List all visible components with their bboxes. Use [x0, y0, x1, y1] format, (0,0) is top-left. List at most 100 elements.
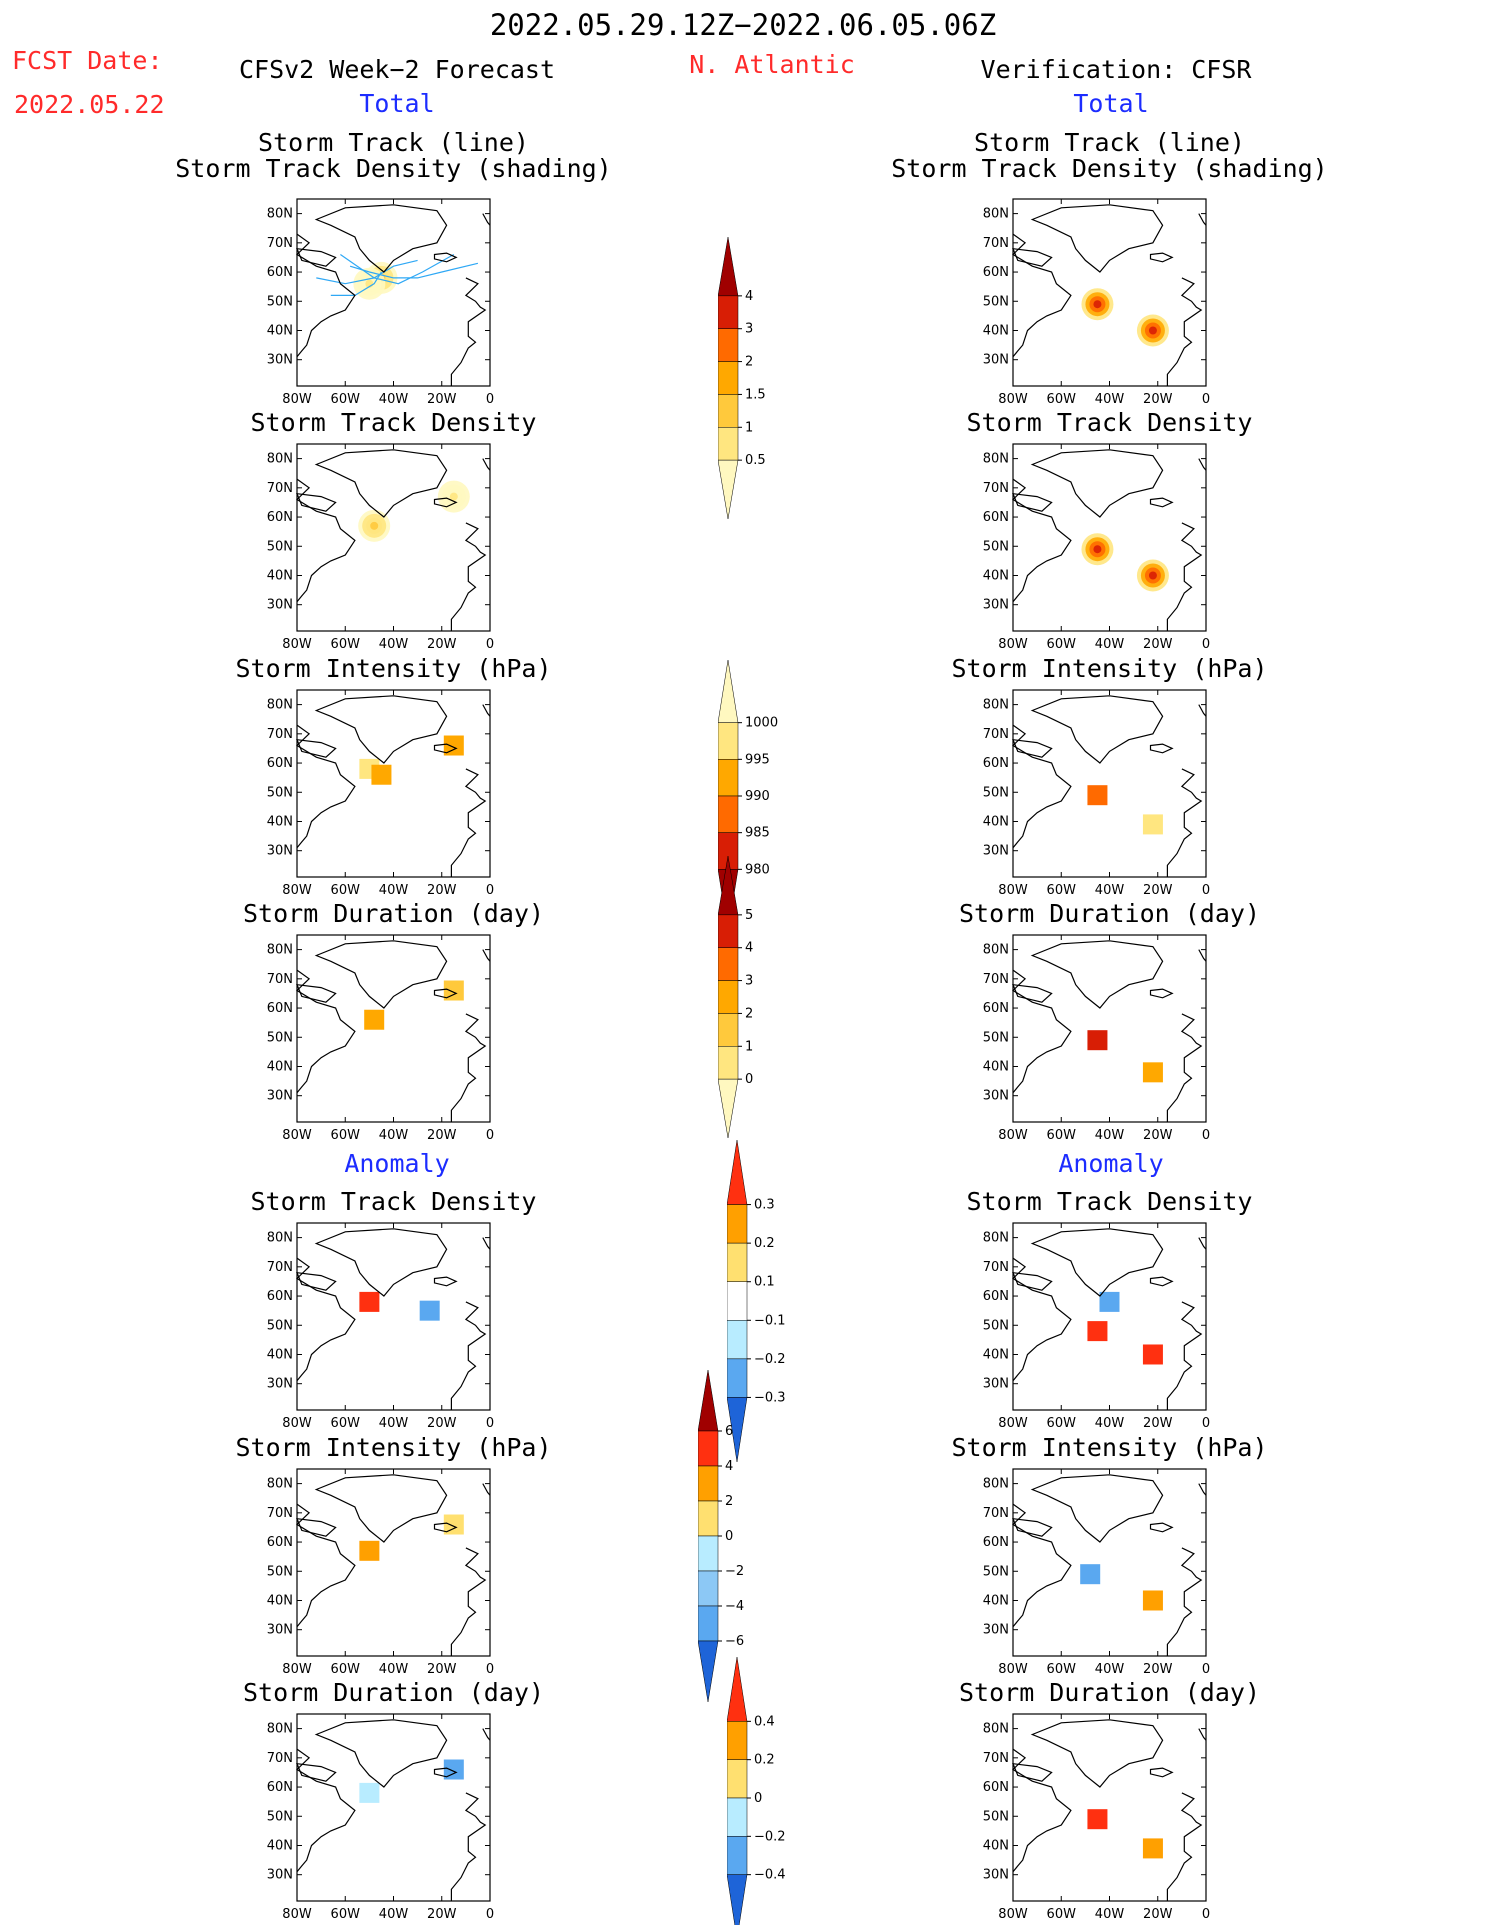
lat-tick-label: 50N	[983, 539, 1009, 554]
density-blob	[1148, 571, 1157, 580]
colorbar-label: 0.1	[754, 1275, 775, 1290]
coastline	[450, 1013, 487, 1122]
panel-title: Storm Intensity (hPa)	[235, 1433, 552, 1462]
lon-tick-label: 60W	[331, 1416, 361, 1431]
coastline	[482, 704, 491, 717]
lat-tick-label: 80N	[983, 1722, 1009, 1737]
lat-tick-label: 30N	[983, 598, 1009, 613]
colorbar-cap	[718, 237, 739, 297]
lat-tick-label: 70N	[267, 1751, 293, 1766]
verification-total-density-panel: 80N 70N 60N 50N 40N 30N 80W 60W 40W 20W 0	[973, 440, 1226, 671]
lon-tick-label: 80W	[998, 1907, 1028, 1922]
forecast-anom-density-panel: 80N 70N 60N 50N 40N 30N 80W 60W 40W 20W 0	[257, 1219, 510, 1450]
lon-tick-label: 20W	[1143, 637, 1173, 652]
colorbar-label: 985	[745, 826, 770, 841]
colorbar-segment	[727, 1281, 748, 1321]
colorbar-segment	[718, 947, 739, 981]
data-layer	[1087, 1030, 1163, 1083]
coastline	[1012, 1503, 1072, 1628]
lon-tick-label: 0	[486, 1416, 494, 1431]
lon-tick-label: 20W	[1143, 883, 1173, 898]
lon-tick-label: 60W	[1047, 392, 1077, 407]
colorbar-segment	[698, 1535, 719, 1572]
colorbar-segment	[698, 1500, 719, 1537]
coastline	[433, 988, 458, 999]
lat-tick-label: 30N	[267, 353, 293, 368]
colorbar-label: 3	[745, 974, 753, 989]
verification-total-intensity-panel: 80N 70N 60N 50N 40N 30N 80W 60W 40W 20W 0	[973, 686, 1226, 917]
lat-tick-label: 50N	[267, 539, 293, 554]
coastline	[1166, 522, 1203, 631]
coastline	[1012, 969, 1072, 1094]
coastline	[296, 983, 337, 1003]
colorbar-label: 2	[745, 355, 753, 370]
lat-tick-label: 60N	[983, 756, 1009, 771]
total-density-colorbar: 4 3 2 1.5 1 0.5	[718, 237, 766, 520]
map-background	[1013, 690, 1206, 877]
map-background	[297, 935, 490, 1122]
lat-tick-label: 50N	[267, 1809, 293, 1824]
colorbar-label: −0.2	[754, 1352, 786, 1367]
colorbar-cap	[698, 1640, 719, 1703]
colorbar-segment	[698, 1570, 719, 1607]
lat-tick-label: 30N	[983, 1089, 1009, 1104]
lon-tick-label: 80W	[998, 883, 1028, 898]
lon-tick-label: 20W	[1143, 392, 1173, 407]
lat-tick-label: 70N	[267, 236, 293, 251]
panel-title: Storm Track (line)	[258, 128, 529, 157]
verification-anom-density-panel: 80N 70N 60N 50N 40N 30N 80W 60W 40W 20W 0	[973, 1219, 1226, 1450]
lat-tick-label: 80N	[983, 207, 1009, 222]
colorbar-segment	[698, 1430, 719, 1467]
colorbar-segment	[698, 1465, 719, 1502]
colorbar-label: −0.2	[754, 1829, 786, 1844]
forecast-total-label: Total	[359, 89, 435, 118]
lon-tick-label: 80W	[282, 392, 312, 407]
lat-tick-label: 60N	[983, 510, 1009, 525]
coastline	[433, 497, 458, 508]
colorbar-cap	[727, 1140, 748, 1205]
lat-tick-label: 70N	[983, 1751, 1009, 1766]
lon-tick-label: 80W	[282, 1662, 312, 1677]
forecast-anom-intensity-panel: 80N 70N 60N 50N 40N 30N 80W 60W 40W 20W 0	[257, 1465, 510, 1696]
data-layer	[1081, 288, 1169, 347]
lat-tick-label: 40N	[267, 568, 293, 583]
colorbar-label: 0.3	[754, 1198, 775, 1213]
map-background	[297, 1469, 490, 1656]
lat-tick-label: 40N	[267, 1059, 293, 1074]
colorbar-label: 0.4	[754, 1714, 775, 1729]
colorbar-segment	[727, 1759, 748, 1799]
lon-tick-label: 0	[1202, 1416, 1210, 1431]
verification-anom-intensity-panel: 80N 70N 60N 50N 40N 30N 80W 60W 40W 20W 0	[973, 1465, 1226, 1696]
lat-tick-label: 60N	[983, 1001, 1009, 1016]
grid-cell	[1142, 1590, 1163, 1611]
colorbar-label: 0	[745, 1072, 753, 1087]
lon-tick-label: 0	[486, 392, 494, 407]
colorbar-segment	[727, 1836, 748, 1875]
panel-title: Storm Duration (day)	[242, 899, 545, 928]
lon-tick-label: 0	[486, 637, 494, 652]
lat-tick-label: 80N	[267, 1477, 293, 1492]
lon-tick-label: 0	[1202, 1907, 1210, 1922]
colorbar-label: −0.1	[754, 1313, 786, 1328]
lon-tick-label: 20W	[427, 1907, 457, 1922]
colorbar-label: 3	[745, 322, 753, 337]
lon-tick-label: 40W	[379, 1662, 409, 1677]
coastline	[1012, 1271, 1053, 1291]
lon-tick-label: 80W	[282, 637, 312, 652]
storm-track-line	[330, 271, 382, 296]
coastline	[1149, 988, 1174, 999]
lon-tick-label: 40W	[1095, 637, 1125, 652]
coastline	[314, 204, 448, 273]
colorbar-label: 5	[745, 908, 753, 923]
coastline	[296, 1517, 337, 1537]
coastline	[1030, 1228, 1164, 1297]
colorbar-label: −6	[725, 1634, 744, 1649]
verification-total-intensity-map: 80N 70N 60N 50N 40N 30N 80W 60W 40W 20W 0	[983, 689, 1210, 898]
coastline	[1198, 213, 1207, 226]
region-title: N. Atlantic	[689, 50, 855, 79]
map-background	[1013, 444, 1206, 631]
lat-tick-label: 30N	[983, 1377, 1009, 1392]
lat-tick-label: 80N	[267, 1231, 293, 1246]
anom-duration-colorbar: 0.4 0.2 0 −0.2 −0.4	[727, 1657, 786, 1925]
